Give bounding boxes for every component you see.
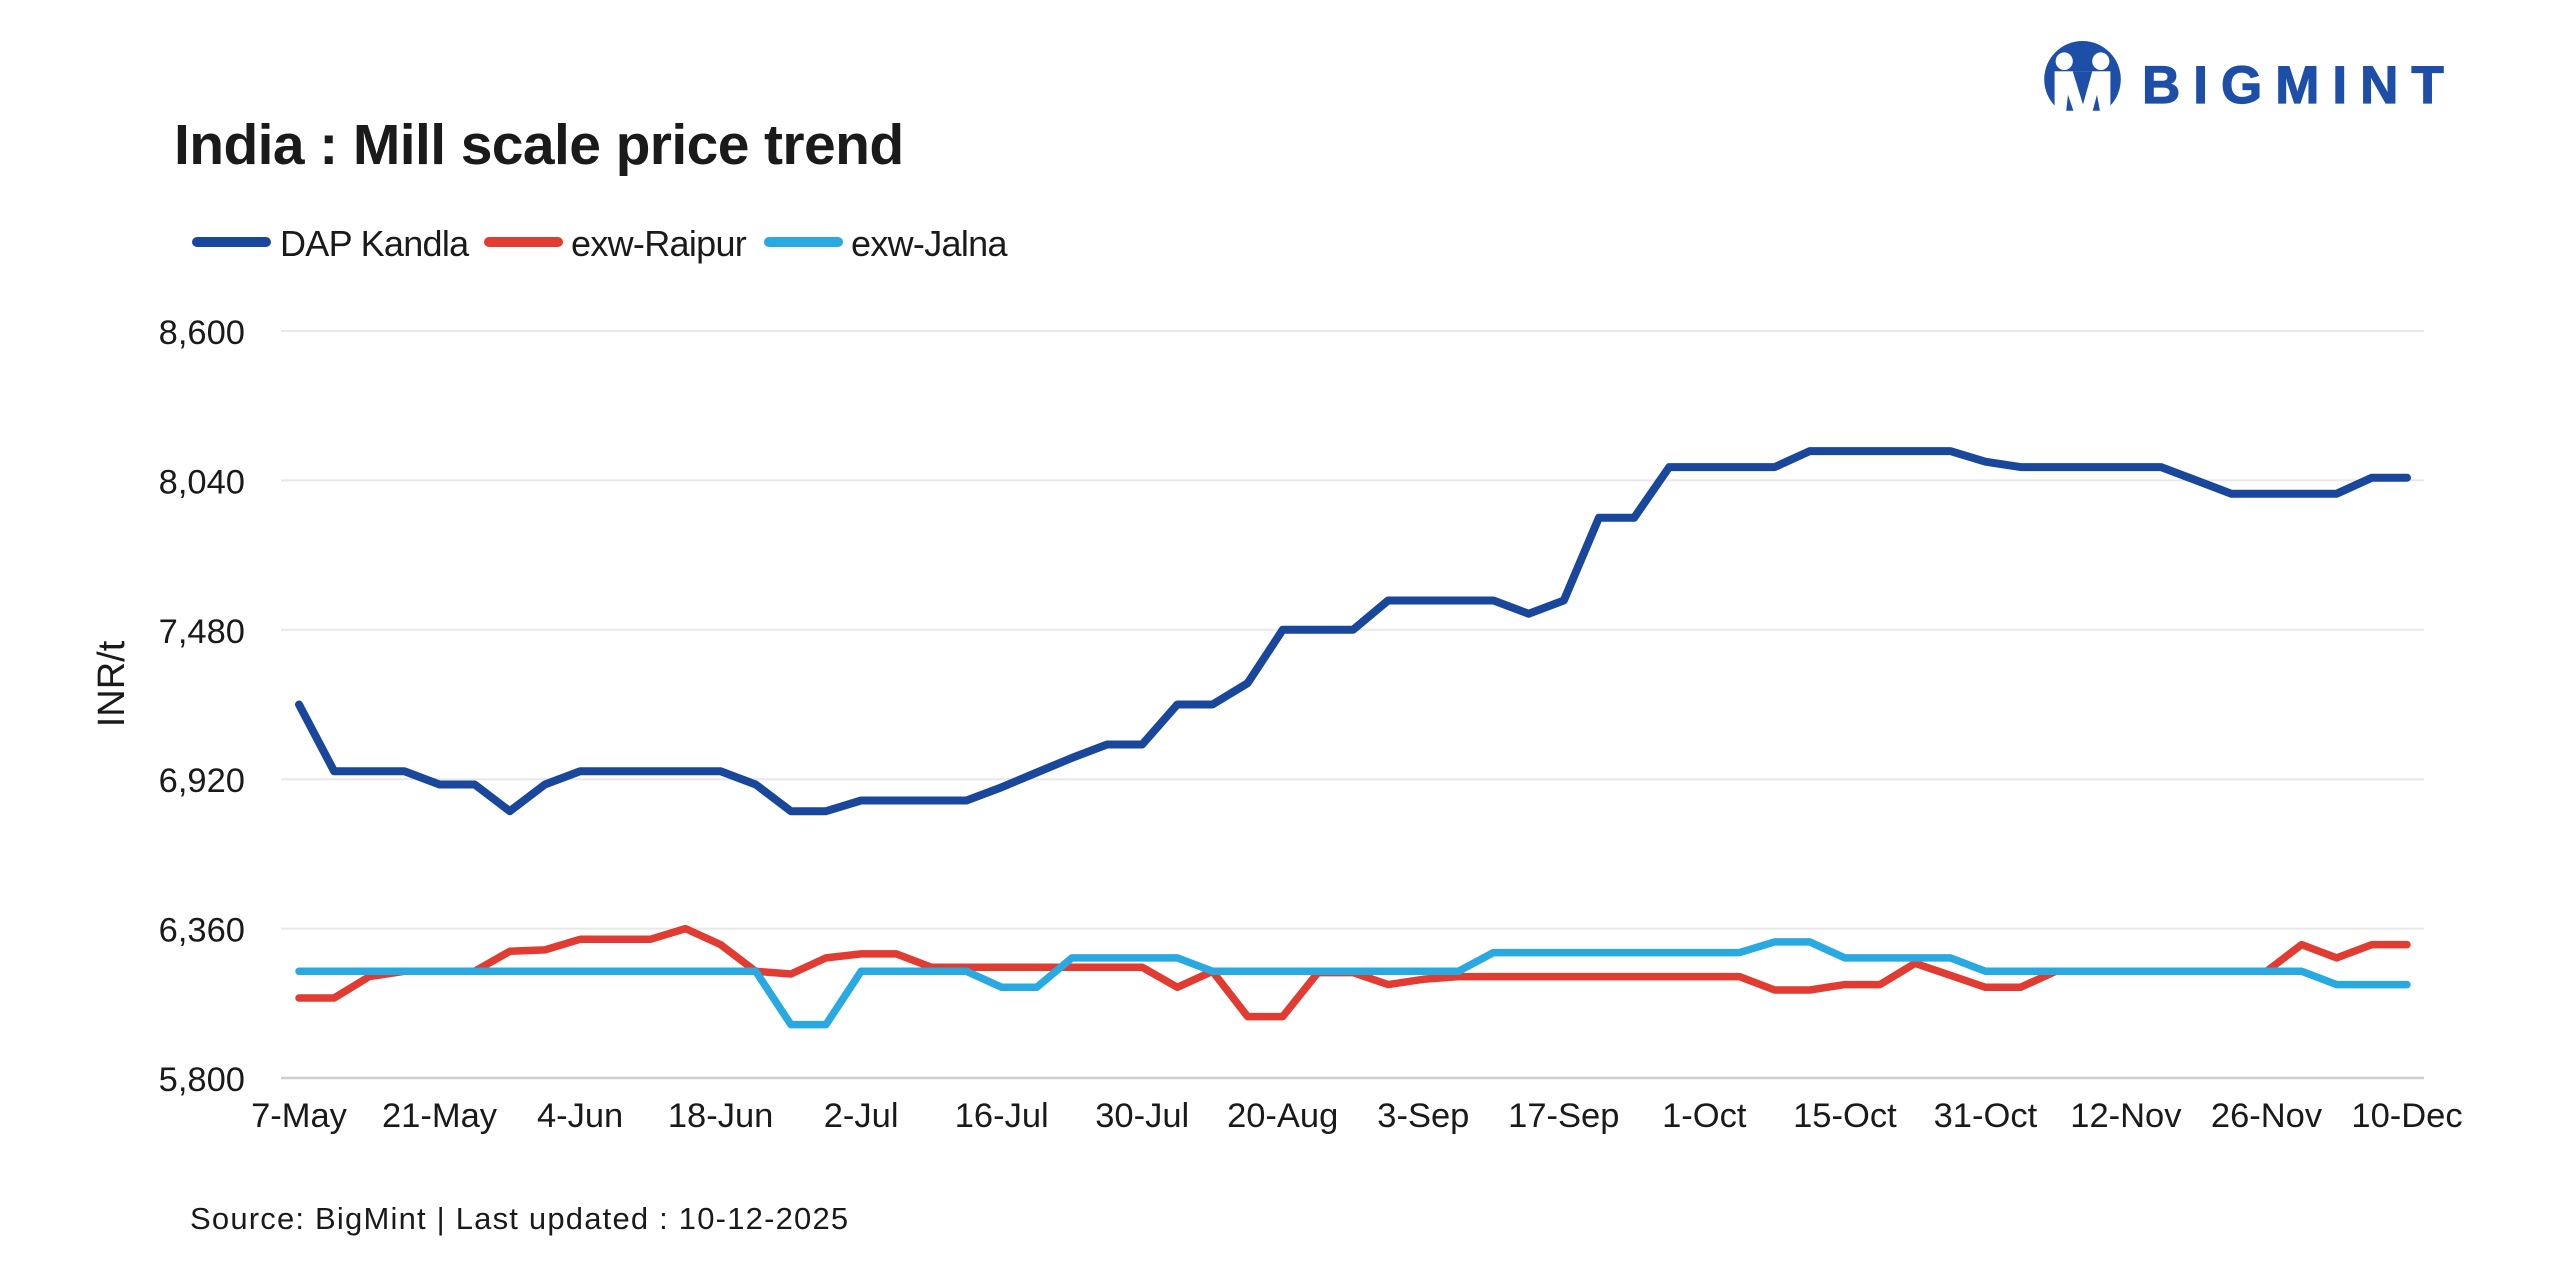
svg-text:17-Sep: 17-Sep (1508, 1097, 1619, 1135)
svg-text:18-Jun: 18-Jun (668, 1097, 774, 1135)
svg-text:DAP Kandla: DAP Kandla (280, 223, 470, 264)
svg-text:5,800: 5,800 (159, 1061, 245, 1099)
svg-text:7,480: 7,480 (159, 613, 245, 651)
svg-text:8,600: 8,600 (159, 314, 245, 352)
svg-text:Source: BigMint | Last updated: Source: BigMint | Last updated : 10-12-2… (190, 1201, 849, 1236)
svg-text:2-Jul: 2-Jul (824, 1097, 899, 1135)
svg-text:exw-Raipur: exw-Raipur (571, 223, 747, 264)
svg-text:31-Oct: 31-Oct (1934, 1097, 2038, 1135)
svg-text:16-Jul: 16-Jul (955, 1097, 1049, 1135)
svg-text:exw-Jalna: exw-Jalna (851, 223, 1008, 264)
svg-text:12-Nov: 12-Nov (2070, 1097, 2182, 1135)
svg-text:India : Mill scale price trend: India : Mill scale price trend (174, 113, 904, 177)
svg-text:4-Jun: 4-Jun (537, 1097, 623, 1135)
svg-text:6,920: 6,920 (159, 762, 245, 800)
svg-text:30-Jul: 30-Jul (1095, 1097, 1189, 1135)
svg-text:6,360: 6,360 (159, 912, 245, 950)
svg-text:10-Dec: 10-Dec (2351, 1097, 2462, 1135)
svg-text:20-Aug: 20-Aug (1227, 1097, 1338, 1135)
svg-text:7-May: 7-May (251, 1097, 348, 1135)
svg-text:BIGMINT: BIGMINT (2142, 56, 2457, 115)
svg-text:8,040: 8,040 (159, 463, 245, 501)
svg-text:3-Sep: 3-Sep (1377, 1097, 1469, 1135)
svg-text:1-Oct: 1-Oct (1662, 1097, 1747, 1135)
svg-text:21-May: 21-May (382, 1097, 498, 1135)
svg-text:15-Oct: 15-Oct (1793, 1097, 1897, 1135)
svg-text:INR/t: INR/t (91, 640, 133, 727)
svg-text:26-Nov: 26-Nov (2211, 1097, 2323, 1135)
